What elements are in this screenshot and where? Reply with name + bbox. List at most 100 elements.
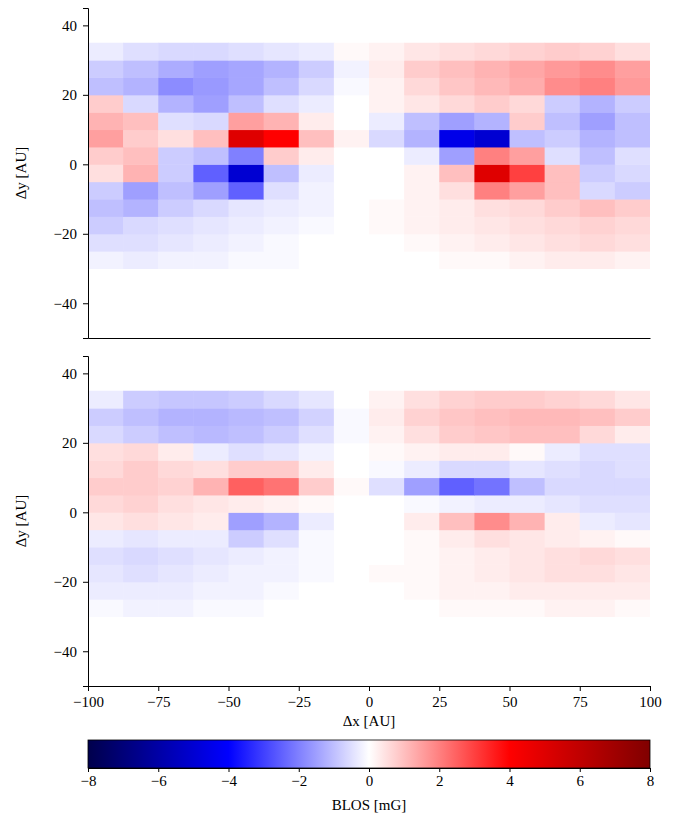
heatmap-cell — [404, 425, 440, 443]
heatmap-cell — [123, 495, 159, 513]
heatmap-cell — [123, 443, 159, 461]
heatmap-cell — [369, 95, 405, 113]
x-axis-line — [89, 687, 651, 692]
heatmap-cell — [474, 512, 510, 530]
heatmap-cell — [158, 512, 194, 530]
heatmap-cell — [193, 425, 229, 443]
heatmap-cell — [334, 530, 370, 548]
heatmap-cell — [545, 582, 581, 600]
heatmap-cell — [510, 443, 546, 461]
heatmap-cell — [615, 199, 650, 217]
colorbar-tick-label: 2 — [436, 773, 444, 789]
colorbar-tick: −8 — [81, 768, 97, 789]
x-tick: 0 — [366, 686, 374, 710]
heatmap-cell — [545, 130, 581, 148]
heatmap-cell — [264, 147, 300, 165]
heatmap-cell — [474, 234, 510, 252]
heatmap-cell — [158, 478, 194, 496]
heatmap-cell — [615, 164, 650, 182]
heatmap-cell — [510, 216, 546, 234]
heatmap-cell — [193, 582, 229, 600]
heatmap-cell — [193, 564, 229, 582]
y-tick-mark — [83, 443, 88, 444]
heatmap-cell — [510, 599, 546, 617]
heatmap-cell — [334, 77, 370, 95]
heatmap-cell — [615, 43, 650, 61]
heatmap-cell — [193, 391, 229, 409]
x-axis-line — [89, 338, 651, 339]
heatmap-cell — [299, 599, 335, 617]
heatmap-cell — [88, 234, 124, 252]
colorbar-tick: 2 — [436, 768, 444, 789]
colorbar-tick-label: 8 — [647, 773, 655, 789]
heatmap-cell — [88, 478, 124, 496]
heatmap-cell — [474, 460, 510, 478]
heatmap-cells — [88, 43, 650, 269]
heatmap-cell — [123, 460, 159, 478]
heatmap-cell — [123, 164, 159, 182]
heatmap-cell — [123, 199, 159, 217]
y-tick-mark — [83, 373, 88, 374]
heatmap-cell — [545, 478, 581, 496]
heatmap-cell — [369, 599, 405, 617]
heatmap-cell — [158, 43, 194, 61]
y-tick: −40 — [54, 644, 88, 660]
heatmap-cell — [474, 478, 510, 496]
heatmap-cell — [369, 564, 405, 582]
heatmap-cell — [229, 547, 265, 565]
heatmap-cell — [510, 43, 546, 61]
heatmap-cell — [369, 391, 405, 409]
y-tick-mark — [83, 25, 88, 26]
heatmap-cell — [88, 582, 124, 600]
heatmap-cell — [123, 95, 159, 113]
x-tick-label: 50 — [503, 694, 518, 710]
colorbar-tick-mark — [510, 768, 511, 772]
heatmap-cell — [545, 60, 581, 78]
heatmap-cell — [369, 43, 405, 61]
heatmap-cell — [545, 512, 581, 530]
heatmap-cell — [510, 425, 546, 443]
colorbar-tick-label: −2 — [291, 773, 307, 789]
heatmap-cell — [334, 112, 370, 130]
heatmap-cell — [123, 216, 159, 234]
heatmap-cell — [545, 43, 581, 61]
heatmap-cell — [334, 199, 370, 217]
heatmap-cell — [229, 582, 265, 600]
heatmap-cell — [439, 425, 475, 443]
heatmap-cell — [404, 234, 440, 252]
x-tick: −50 — [217, 686, 240, 710]
colorbar-tick-mark — [650, 768, 651, 772]
heatmap-cell — [158, 112, 194, 130]
heatmap-cell — [299, 234, 335, 252]
x-tick-mark — [510, 686, 511, 691]
heatmap-cell — [369, 443, 405, 461]
heatmap-cell — [264, 582, 300, 600]
heatmap-cell — [158, 599, 194, 617]
heatmap-cell — [404, 251, 440, 269]
heatmap-cell — [88, 443, 124, 461]
heatmap-cell — [474, 530, 510, 548]
colorbar-tick-label: 0 — [366, 773, 374, 789]
heatmap-cell — [88, 564, 124, 582]
heatmap-cell — [334, 391, 370, 409]
heatmap-cell — [88, 199, 124, 217]
y-tick-label: −40 — [54, 296, 77, 312]
x-tick-mark — [650, 686, 651, 691]
heatmap-cell — [439, 60, 475, 78]
x-tick-label: 0 — [366, 694, 374, 710]
heatmap-cell — [404, 564, 440, 582]
heatmap-cell — [615, 582, 650, 600]
x-tick-label: 25 — [432, 694, 447, 710]
heatmap-cell — [299, 408, 335, 426]
heatmap-cell — [123, 599, 159, 617]
heatmap-cell — [193, 43, 229, 61]
heatmap-cell — [545, 216, 581, 234]
heatmap-cell — [404, 530, 440, 548]
x-tick-label: −75 — [147, 694, 170, 710]
y-tick: 20 — [62, 435, 88, 451]
heatmap-cell — [299, 112, 335, 130]
heatmap-cell — [88, 43, 124, 61]
heatmap-cell — [369, 164, 405, 182]
heatmap-cell — [510, 164, 546, 182]
heatmap-cell — [369, 425, 405, 443]
